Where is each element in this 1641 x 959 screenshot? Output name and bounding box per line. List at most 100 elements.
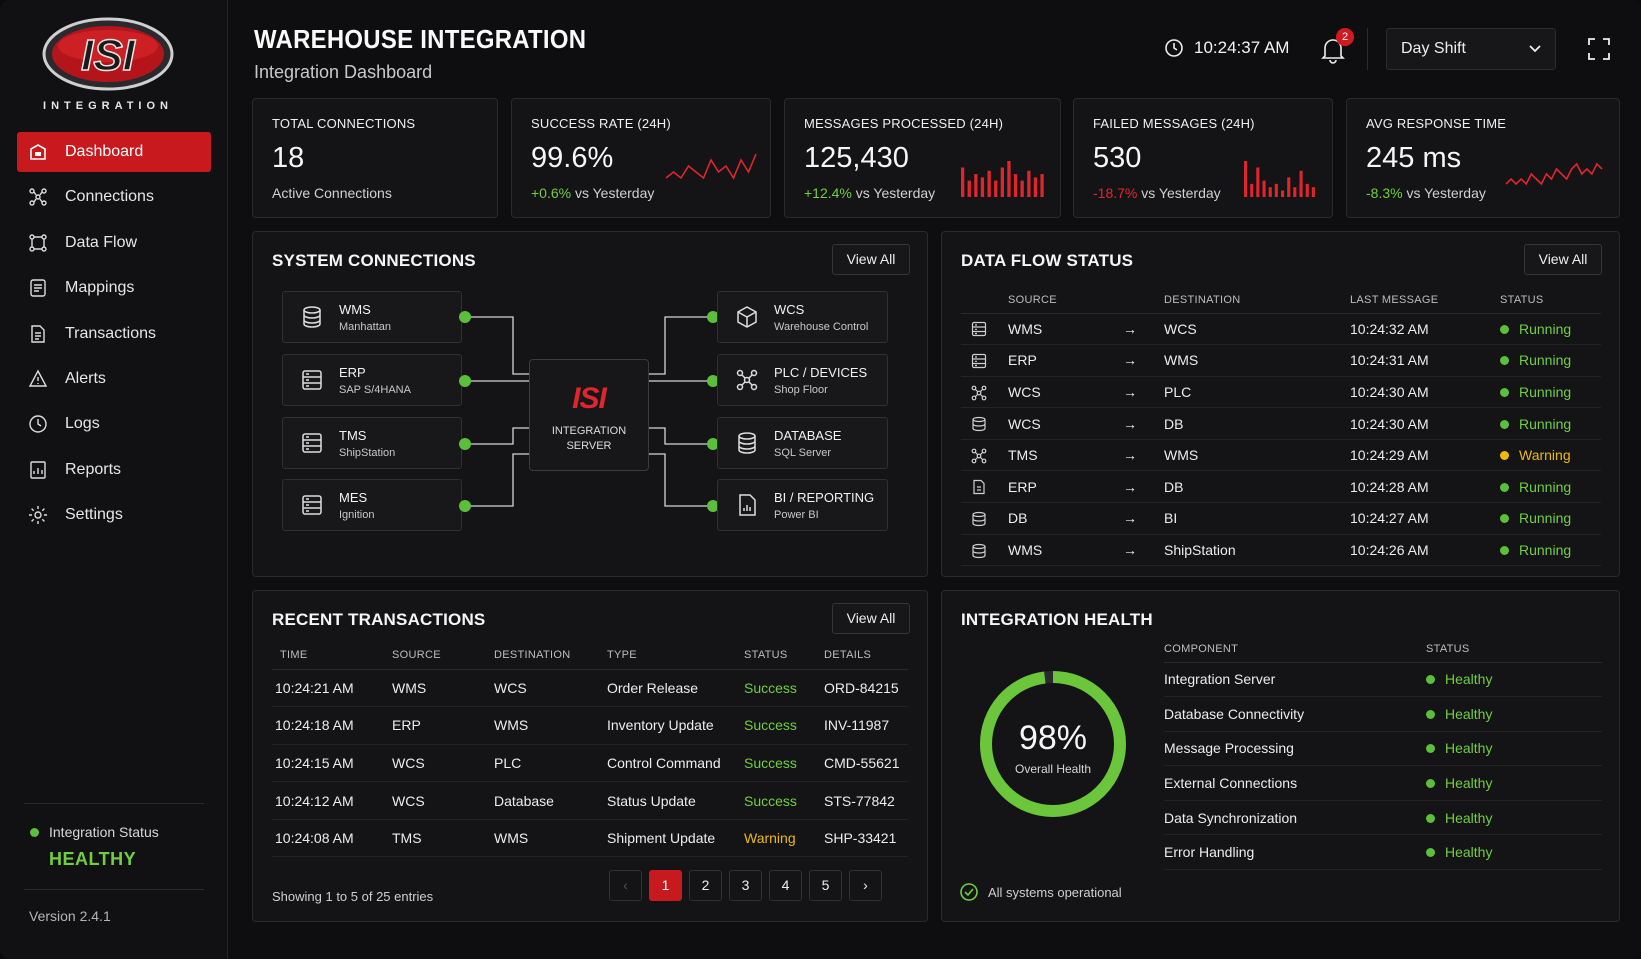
node-wcs[interactable]: WCS Warehouse Control xyxy=(717,291,888,343)
database-icon xyxy=(971,543,987,559)
node-sub: Shop Floor xyxy=(774,383,828,396)
page-button[interactable]: 5 xyxy=(809,870,842,901)
current-time: 10:24:37 AM xyxy=(1194,38,1290,57)
txn-details: SHP-33421 xyxy=(824,819,908,858)
health-row: Error Handling Healthy xyxy=(1164,834,1602,871)
node-erp[interactable]: ERP SAP S/4HANA xyxy=(282,354,462,406)
sidebar-nav: Dashboard Connections Data Flow Mappings… xyxy=(17,132,211,541)
view-all-button[interactable]: View All xyxy=(1524,244,1602,275)
node-tms[interactable]: TMS ShipStation xyxy=(282,417,462,469)
server-label: SERVER xyxy=(566,440,612,452)
sidebar-item-settings[interactable]: Settings xyxy=(17,495,211,535)
transaction-row[interactable]: 10:24:21 AM WMS WCS Order Release Success ORD… xyxy=(272,669,908,708)
health-status: Healthy xyxy=(1426,834,1602,871)
page-button[interactable]: 2 xyxy=(689,870,722,901)
port-bi xyxy=(707,500,719,512)
node-sub: Ignition xyxy=(339,508,375,521)
transaction-row[interactable]: 10:24:15 AM WCS PLC Control Command Success C… xyxy=(272,744,908,783)
health-status: Healthy xyxy=(1426,765,1602,801)
txn-time: 10:24:15 AM xyxy=(272,744,392,783)
data-flow-row[interactable]: ERP → DB 10:24:28 AM Running xyxy=(961,470,1601,504)
txn-source: WCS xyxy=(392,781,494,820)
txn-status: Success xyxy=(744,744,824,783)
data-flow-row[interactable]: WMS → ShipStation 10:24:26 AM Running xyxy=(961,534,1601,567)
data-flow-icon xyxy=(27,232,49,254)
kpi-total-connections: TOTAL CONNECTIONS 18 Active Connections xyxy=(252,98,498,218)
spark-bar xyxy=(974,174,978,197)
sidebar-item-data-flow[interactable]: Data Flow xyxy=(17,223,211,263)
integration-server[interactable]: ISI INTEGRATION SERVER xyxy=(529,359,649,471)
success-rate-sparkline xyxy=(665,153,757,180)
data-flow-row[interactable]: WMS → WCS 10:24:32 AM Running xyxy=(961,313,1601,346)
sidebar-item-label: Alerts xyxy=(65,369,106,387)
transaction-row[interactable]: 10:24:18 AM ERP WMS Inventory Update Success… xyxy=(272,706,908,745)
sidebar-item-alerts[interactable]: Alerts xyxy=(17,359,211,399)
server-icon xyxy=(299,430,325,456)
flow-source: DB xyxy=(1008,502,1123,535)
sidebar-item-label: Reports xyxy=(65,460,122,478)
node-plc-devices[interactable]: PLC / DEVICES Shop Floor xyxy=(717,354,888,406)
spark-bar xyxy=(1287,177,1291,197)
systems-operational: All systems operational xyxy=(960,883,1122,901)
status-dot xyxy=(1426,813,1435,823)
kpi-success-rate: SUCCESS RATE (24H) 99.6% +0.6% vs Yester… xyxy=(511,98,771,218)
sidebar-item-reports[interactable]: Reports xyxy=(17,450,211,490)
node-wms[interactable]: WMS Manhattan xyxy=(282,291,462,343)
page-button[interactable]: 4 xyxy=(769,870,802,901)
node-bi-reporting[interactable]: BI / REPORTING Power BI xyxy=(717,479,888,531)
prev-page-button[interactable]: ‹ xyxy=(609,870,642,901)
txn-time: 10:24:12 AM xyxy=(272,781,392,820)
sidebar-item-logs[interactable]: Logs xyxy=(17,404,211,444)
sidebar-item-label: Dashboard xyxy=(65,143,144,160)
flow-last-message: 10:24:26 AM xyxy=(1350,534,1500,567)
flow-destination: ShipStation xyxy=(1164,534,1350,567)
node-mes[interactable]: MES Ignition xyxy=(282,479,462,531)
txn-type: Control Command xyxy=(607,744,744,783)
spark-bar xyxy=(1027,170,1031,197)
node-sub: SAP S/4HANA xyxy=(339,383,411,396)
txn-time: 10:24:21 AM xyxy=(272,669,392,708)
arrow-icon: → xyxy=(1123,470,1164,504)
status-dot xyxy=(1426,744,1435,754)
data-flow-row[interactable]: TMS → WMS 10:24:29 AM Warning xyxy=(961,439,1601,472)
port-database xyxy=(707,438,719,450)
panel-title: RECENT TRANSACTIONS xyxy=(272,610,486,629)
data-flow-row[interactable]: WCS → DB 10:24:30 AM Running xyxy=(961,407,1601,440)
page-button[interactable]: 3 xyxy=(729,870,762,901)
sidebar-item-transactions[interactable]: Transactions xyxy=(17,314,211,354)
fullscreen-button[interactable] xyxy=(1588,38,1610,60)
data-flow-row[interactable]: ERP → WMS 10:24:31 AM Running xyxy=(961,344,1601,377)
flow-destination: PLC xyxy=(1164,376,1350,409)
view-all-button[interactable]: View All xyxy=(832,244,910,275)
status-dot xyxy=(1500,387,1509,397)
sidebar-item-dashboard[interactable]: Dashboard xyxy=(17,132,211,172)
node-name: WCS xyxy=(774,301,805,317)
kpi-delta: +12.4% xyxy=(804,185,852,201)
next-page-button[interactable]: › xyxy=(849,870,882,901)
spark-bar xyxy=(967,180,971,197)
node-database[interactable]: DATABASE SQL Server xyxy=(717,417,888,469)
sparkline-path xyxy=(1505,162,1603,186)
shift-select[interactable]: Day Shift xyxy=(1386,28,1556,70)
notifications-button[interactable]: 2 xyxy=(1320,28,1354,64)
transaction-row[interactable]: 10:24:12 AM WCS Database Status Update Succe… xyxy=(272,781,908,820)
view-all-button[interactable]: View All xyxy=(832,603,910,634)
health-gauge: 98% Overall Health xyxy=(978,669,1128,819)
logo-mark: ISI xyxy=(81,31,136,80)
database-icon xyxy=(734,430,760,456)
health-component: External Connections xyxy=(1164,765,1426,801)
page-button[interactable]: 1 xyxy=(649,870,682,901)
data-flow-row[interactable]: WCS → PLC 10:24:30 AM Running xyxy=(961,376,1601,409)
sidebar-item-mappings[interactable]: Mappings xyxy=(17,268,211,308)
data-flow-row[interactable]: DB → BI 10:24:27 AM Running xyxy=(961,502,1601,535)
arrow-icon: → xyxy=(1123,439,1164,472)
integration-health-panel: INTEGRATION HEALTH 98% Overall Health CO… xyxy=(941,590,1620,922)
health-component: Data Synchronization xyxy=(1164,800,1426,836)
flow-status: Running xyxy=(1500,344,1601,377)
txn-destination: WMS xyxy=(494,706,607,745)
spark-bar xyxy=(1007,161,1011,197)
status-dot xyxy=(1500,451,1509,461)
sidebar-item-connections[interactable]: Connections xyxy=(17,177,211,217)
network-icon xyxy=(734,367,760,393)
transaction-row[interactable]: 10:24:08 AM TMS WMS Shipment Update Warning S… xyxy=(272,819,908,858)
